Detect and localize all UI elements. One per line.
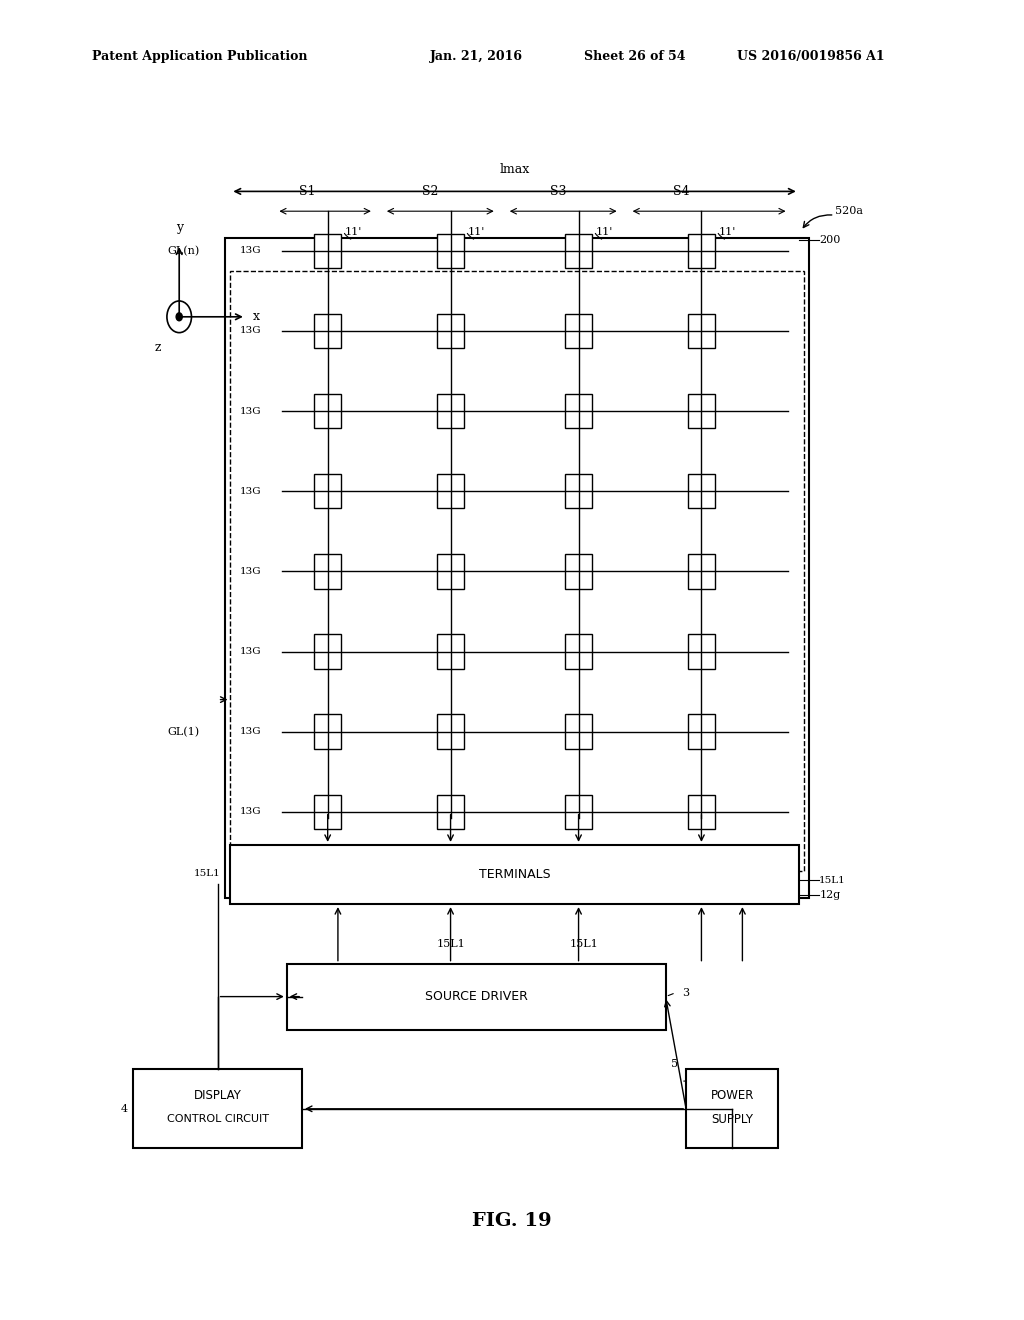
Bar: [287, 964, 666, 1030]
Text: Sheet 26 of 54: Sheet 26 of 54: [584, 50, 685, 63]
Bar: [225, 238, 809, 898]
Bar: [314, 795, 341, 829]
Text: DISPLAY: DISPLAY: [194, 1089, 242, 1102]
Text: GL(n): GL(n): [168, 246, 200, 256]
Bar: [565, 234, 592, 268]
Text: 13G: 13G: [240, 326, 261, 335]
Bar: [314, 474, 341, 508]
Text: 5: 5: [671, 1059, 678, 1069]
Bar: [565, 714, 592, 748]
Bar: [314, 393, 341, 428]
Bar: [688, 314, 715, 348]
Bar: [230, 271, 804, 871]
Text: TERMINALS: TERMINALS: [479, 869, 550, 880]
Text: 15L1: 15L1: [436, 939, 465, 949]
Text: 13G: 13G: [240, 727, 261, 737]
Bar: [565, 795, 592, 829]
Bar: [688, 795, 715, 829]
Bar: [565, 474, 592, 508]
Text: 13G: 13G: [240, 647, 261, 656]
Text: 4: 4: [121, 1104, 128, 1114]
Bar: [688, 234, 715, 268]
Text: POWER: POWER: [711, 1089, 754, 1102]
Bar: [688, 554, 715, 589]
Bar: [314, 714, 341, 748]
Bar: [314, 314, 341, 348]
Text: FIG. 19: FIG. 19: [472, 1212, 552, 1230]
Text: US 2016/0019856 A1: US 2016/0019856 A1: [737, 50, 885, 63]
Text: z: z: [155, 341, 161, 354]
Text: 15L1: 15L1: [194, 870, 220, 878]
Circle shape: [176, 313, 182, 321]
Text: 11': 11': [468, 227, 484, 238]
Text: 11': 11': [345, 227, 361, 238]
Text: CONTROL CIRCUIT: CONTROL CIRCUIT: [167, 1114, 268, 1125]
Bar: [688, 714, 715, 748]
Text: 520a: 520a: [835, 206, 862, 216]
Bar: [437, 554, 464, 589]
Text: SUPPLY: SUPPLY: [711, 1113, 754, 1126]
Bar: [565, 314, 592, 348]
Text: Jan. 21, 2016: Jan. 21, 2016: [430, 50, 523, 63]
Bar: [688, 393, 715, 428]
Text: 12g: 12g: [819, 890, 841, 900]
Bar: [437, 474, 464, 508]
Text: 11': 11': [596, 227, 612, 238]
Bar: [686, 1069, 778, 1148]
Bar: [565, 393, 592, 428]
Bar: [437, 234, 464, 268]
Bar: [437, 795, 464, 829]
Text: x: x: [253, 310, 260, 323]
Bar: [314, 635, 341, 669]
Text: 15L1: 15L1: [569, 939, 598, 949]
Text: S2: S2: [422, 185, 438, 198]
Bar: [314, 554, 341, 589]
Bar: [688, 474, 715, 508]
Bar: [437, 714, 464, 748]
Bar: [230, 845, 799, 904]
Bar: [133, 1069, 302, 1148]
Bar: [437, 314, 464, 348]
Bar: [314, 234, 341, 268]
Bar: [437, 635, 464, 669]
Text: GL(1): GL(1): [168, 726, 200, 737]
Bar: [437, 393, 464, 428]
Bar: [688, 635, 715, 669]
Text: 13G: 13G: [240, 407, 261, 416]
Text: 13G: 13G: [240, 247, 261, 255]
Text: 13G: 13G: [240, 487, 261, 496]
Text: S4: S4: [673, 185, 689, 198]
Text: 200: 200: [819, 235, 841, 246]
Text: S3: S3: [550, 185, 566, 198]
Text: Patent Application Publication: Patent Application Publication: [92, 50, 307, 63]
Text: 13G: 13G: [240, 566, 261, 576]
Text: y: y: [176, 220, 182, 234]
Text: lmax: lmax: [500, 162, 529, 176]
Text: 13G: 13G: [240, 808, 261, 816]
Bar: [565, 554, 592, 589]
Text: S1: S1: [299, 185, 315, 198]
Text: SOURCE DRIVER: SOURCE DRIVER: [425, 990, 527, 1003]
Text: 15L1: 15L1: [819, 876, 846, 884]
Text: 11': 11': [719, 227, 735, 238]
Text: 3: 3: [682, 987, 689, 998]
Bar: [565, 635, 592, 669]
